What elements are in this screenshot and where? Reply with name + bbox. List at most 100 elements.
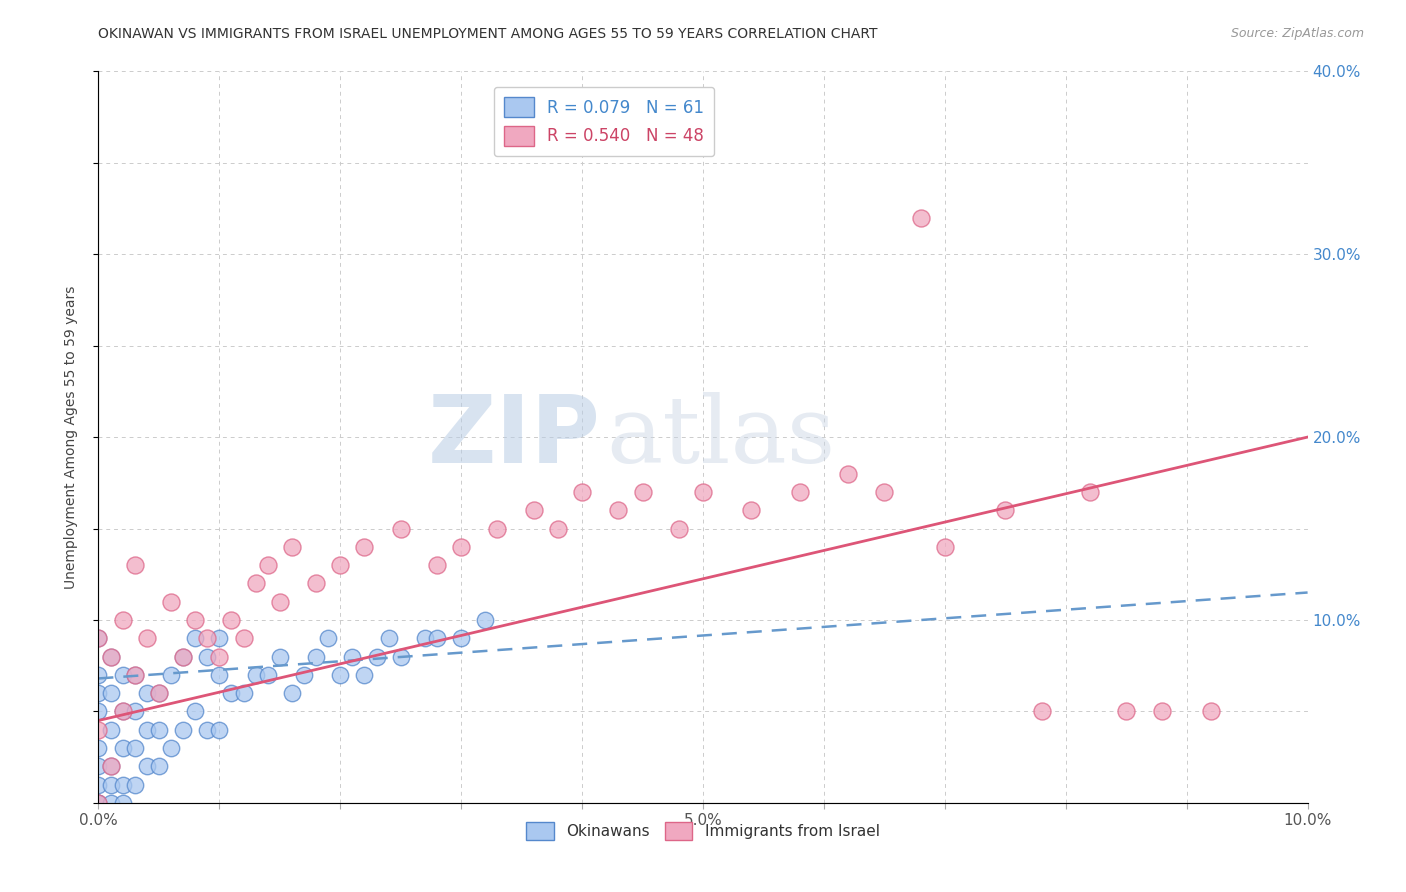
Point bbox=[87, 796, 110, 810]
Point bbox=[111, 740, 134, 755]
Point bbox=[208, 649, 231, 664]
Point bbox=[910, 211, 932, 225]
Point bbox=[172, 649, 194, 664]
Point bbox=[111, 705, 134, 719]
Point bbox=[87, 705, 110, 719]
Point bbox=[450, 632, 472, 646]
Point bbox=[316, 632, 339, 646]
Point bbox=[195, 632, 218, 646]
Point bbox=[100, 796, 122, 810]
Text: atlas: atlas bbox=[606, 392, 835, 482]
Point bbox=[87, 796, 110, 810]
Point bbox=[160, 667, 183, 681]
Text: Source: ZipAtlas.com: Source: ZipAtlas.com bbox=[1230, 27, 1364, 40]
Point bbox=[305, 649, 328, 664]
Point bbox=[148, 686, 170, 700]
Point bbox=[135, 686, 157, 700]
Point bbox=[135, 723, 157, 737]
Point bbox=[389, 649, 412, 664]
Point bbox=[571, 485, 593, 500]
Point bbox=[692, 485, 714, 500]
Point bbox=[195, 723, 218, 737]
Point bbox=[87, 667, 110, 681]
Point bbox=[232, 686, 254, 700]
Point bbox=[342, 649, 364, 664]
Point bbox=[87, 632, 110, 646]
Point bbox=[789, 485, 811, 500]
Point bbox=[111, 778, 134, 792]
Point bbox=[184, 705, 207, 719]
Point bbox=[366, 649, 388, 664]
Point bbox=[124, 778, 146, 792]
Point bbox=[87, 686, 110, 700]
Point bbox=[87, 759, 110, 773]
Point bbox=[221, 686, 243, 700]
Point bbox=[607, 503, 630, 517]
Point bbox=[1152, 705, 1174, 719]
Point bbox=[87, 796, 110, 810]
Point bbox=[256, 558, 278, 573]
Point bbox=[631, 485, 654, 500]
Point bbox=[111, 796, 134, 810]
Point bbox=[160, 594, 183, 608]
Point bbox=[329, 558, 352, 573]
Point bbox=[87, 778, 110, 792]
Point bbox=[269, 649, 291, 664]
Point bbox=[124, 667, 146, 681]
Point bbox=[221, 613, 243, 627]
Point bbox=[100, 649, 122, 664]
Point bbox=[111, 705, 134, 719]
Point bbox=[111, 613, 134, 627]
Point bbox=[873, 485, 896, 500]
Point bbox=[208, 723, 231, 737]
Point bbox=[353, 540, 375, 554]
Point bbox=[148, 759, 170, 773]
Point bbox=[172, 649, 194, 664]
Point bbox=[256, 667, 278, 681]
Point bbox=[208, 667, 231, 681]
Point bbox=[740, 503, 762, 517]
Point bbox=[87, 796, 110, 810]
Point bbox=[389, 521, 412, 535]
Point bbox=[124, 667, 146, 681]
Point bbox=[124, 705, 146, 719]
Point bbox=[474, 613, 496, 627]
Point bbox=[184, 613, 207, 627]
Point bbox=[934, 540, 956, 554]
Point bbox=[87, 740, 110, 755]
Point bbox=[837, 467, 859, 481]
Point bbox=[353, 667, 375, 681]
Point bbox=[269, 594, 291, 608]
Point bbox=[668, 521, 690, 535]
Point bbox=[100, 778, 122, 792]
Point bbox=[523, 503, 546, 517]
Point bbox=[135, 759, 157, 773]
Text: OKINAWAN VS IMMIGRANTS FROM ISRAEL UNEMPLOYMENT AMONG AGES 55 TO 59 YEARS CORREL: OKINAWAN VS IMMIGRANTS FROM ISRAEL UNEMP… bbox=[98, 27, 877, 41]
Point bbox=[1199, 705, 1222, 719]
Point bbox=[1115, 705, 1137, 719]
Point bbox=[329, 667, 352, 681]
Point bbox=[172, 723, 194, 737]
Point bbox=[292, 667, 315, 681]
Text: ZIP: ZIP bbox=[427, 391, 600, 483]
Point bbox=[450, 540, 472, 554]
Point bbox=[135, 632, 157, 646]
Point bbox=[195, 649, 218, 664]
Point bbox=[87, 723, 110, 737]
Point bbox=[1031, 705, 1053, 719]
Point bbox=[547, 521, 569, 535]
Point bbox=[1078, 485, 1101, 500]
Point bbox=[232, 632, 254, 646]
Point bbox=[124, 558, 146, 573]
Point bbox=[281, 540, 304, 554]
Point bbox=[160, 740, 183, 755]
Point bbox=[245, 576, 267, 591]
Point bbox=[148, 686, 170, 700]
Point bbox=[426, 632, 449, 646]
Point bbox=[100, 649, 122, 664]
Point bbox=[100, 686, 122, 700]
Point bbox=[426, 558, 449, 573]
Point bbox=[281, 686, 304, 700]
Point bbox=[124, 740, 146, 755]
Point bbox=[413, 632, 436, 646]
